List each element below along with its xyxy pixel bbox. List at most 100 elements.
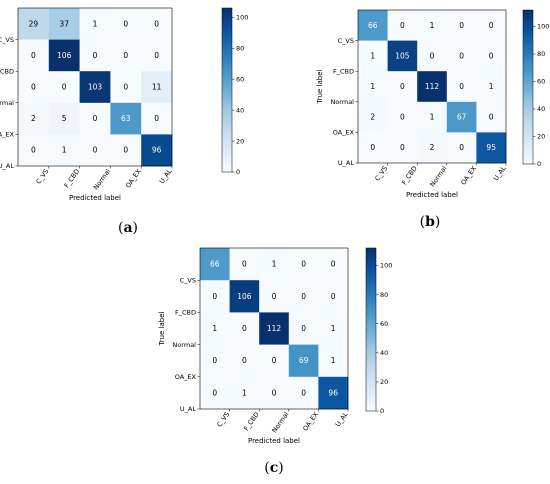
panel-c-confusion-matrix: 66 0 1 0 00 106 0 0 01 0 112 0 10 0 0 69 10 1 0 0 96C_VSF_CB… [158,247,392,445]
cell-value: 0 [400,113,405,122]
x-tick-label: U_AL [492,164,508,182]
cell-value: 0 [459,21,464,30]
colorbar-tick-label: 80 [236,44,244,52]
matrix-cell [417,10,448,41]
cell-value: 2 [31,114,36,123]
matrix-cell [318,248,349,281]
cell-value: 0 [123,19,128,28]
matrix-cell [200,280,230,313]
cell-value: 0 [93,51,98,60]
cell-value: 106 [57,51,72,60]
cell-value: 0 [212,292,217,301]
x-tick-label: F_CBD [242,411,261,433]
cell-value: 0 [272,388,277,397]
cell-value: 63 [121,114,131,123]
matrix-cell [200,248,230,281]
matrix-cell [288,248,319,281]
x-tick-label: F_CBD [400,165,419,187]
cell-value: 0 [93,114,98,123]
cell-value: 1 [489,82,494,91]
cell-value: 37 [59,19,69,28]
cell-value: 1 [93,19,98,28]
cell-value: 1 [430,113,435,122]
matrix-cell [288,280,319,313]
matrix-cell [358,10,388,41]
cell-value: 0 [31,51,36,60]
matrix-cell [259,312,290,345]
cell-value: 0 [154,51,159,60]
y-tick-label: OA_EX [0,131,15,139]
matrix-cell [417,71,448,103]
y-tick-label: F_CBD [175,309,196,317]
y-tick-label: C_VS [0,36,14,44]
cell-value: 0 [272,292,277,301]
y-tick-label: OA_EX [175,373,197,381]
cell-value: 106 [237,292,252,301]
cell-value: 5 [62,114,67,123]
matrix-cell [229,376,260,410]
x-axis-label: Predicted label [248,437,300,445]
matrix-frame [17,7,173,167]
x-tick-label: OA_EX [459,164,478,186]
matrix-cell [200,344,230,378]
matrix-cell [446,101,477,133]
matrix-cell [229,344,260,378]
matrix-cell [141,102,173,135]
matrix-cell [141,134,173,167]
cell-value: 0 [400,82,405,91]
matrix-cell [476,40,507,72]
matrix-frame [199,247,349,410]
matrix-cell [318,376,349,410]
matrix-cell [318,312,349,345]
panel-a-confusion-matrix: 2937100010600000103011250630010096C_VSF_… [0,7,248,202]
matrix-cell [141,71,173,104]
cell-value: 105 [395,51,410,60]
caption-a: (a) [118,220,138,236]
cell-value: 67 [457,113,467,122]
matrix-cell [446,71,477,103]
matrix-cell [387,10,418,41]
colorbar-tick-label: 40 [380,349,388,357]
matrix-cell [358,132,388,164]
matrix-cell [18,39,50,72]
cell-value: 0 [62,83,67,92]
matrix-cell [259,248,290,281]
matrix-cell [200,376,230,410]
x-tick-label: Normal [428,164,448,188]
cell-value: 2 [430,143,435,152]
cell-value: 1 [430,21,435,30]
colorbar-tick-label: 80 [537,50,545,58]
matrix-cell [259,376,290,410]
cell-value: 0 [212,356,217,365]
cell-value: 0 [123,146,128,155]
cell-value: 1 [62,146,67,155]
matrix-cell [110,134,142,167]
cell-value: 0 [154,114,159,123]
cell-value: 1 [212,324,217,333]
colorbar-tick-label: 20 [236,137,244,145]
matrix-cell [288,376,319,410]
cell-value: 0 [154,19,159,28]
y-axis-label: True label [316,69,324,104]
matrix-cell [229,248,260,281]
cell-value: 0 [301,324,306,333]
cell-value: 0 [242,260,247,269]
matrix-cell [18,134,50,167]
colorbar [522,9,534,165]
colorbar-tick-label: 100 [236,13,248,21]
matrix-cell [79,102,111,135]
matrix-cell [387,71,418,103]
colorbar-tick-label: 80 [380,291,388,299]
x-tick-label: OA_EX [124,167,143,189]
cell-value: 0 [242,356,247,365]
matrix-cell [18,8,50,40]
matrix-cell [476,101,507,133]
y-tick-label: OA_EX [333,129,355,137]
matrix-cell [387,101,418,133]
x-axis-label: Predicted label [69,194,121,202]
cell-value: 96 [328,388,338,397]
cell-value: 0 [301,388,306,397]
cell-value: 0 [489,113,494,122]
matrix-cell [79,8,111,40]
matrix-cell [318,280,349,313]
